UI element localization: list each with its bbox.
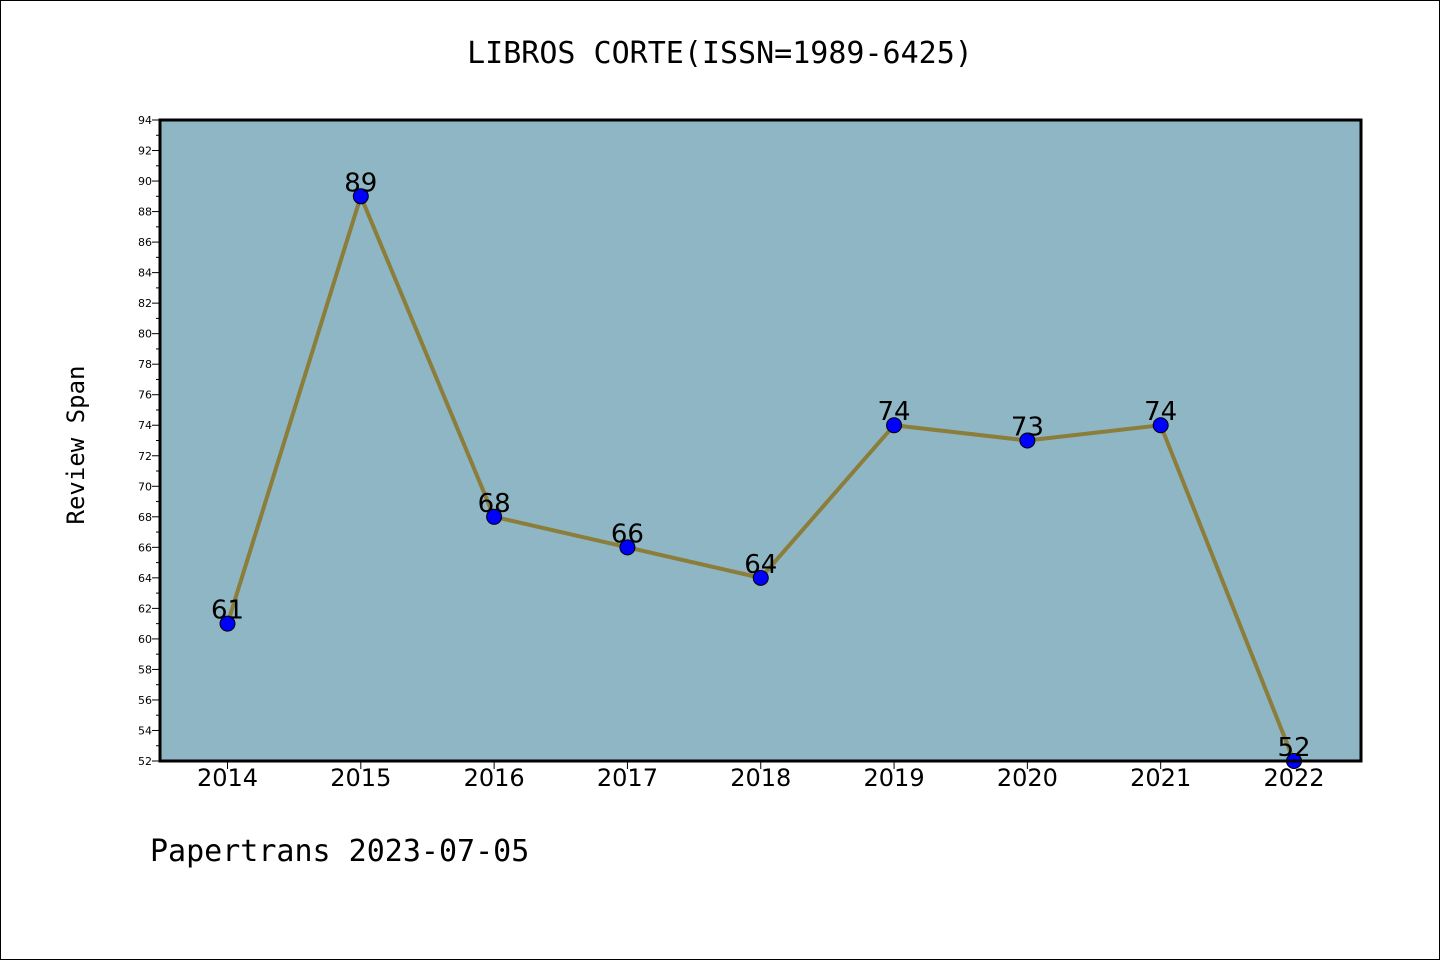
y-tick-label: 78 <box>138 358 152 371</box>
data-point <box>352 188 369 205</box>
x-tick-label: 2019 <box>864 764 925 792</box>
data-label: 66 <box>611 519 644 549</box>
y-tick-label: 74 <box>138 419 152 432</box>
y-tick-label: 94 <box>138 114 152 127</box>
y-tick-label: 72 <box>138 450 152 463</box>
y-tick-label: 54 <box>138 724 152 737</box>
plot-border <box>158 118 1363 763</box>
y-tick-label: 92 <box>138 145 152 158</box>
footer-text: Papertrans 2023-07-05 <box>150 834 530 869</box>
y-tick-label: 58 <box>138 663 152 676</box>
data-point <box>486 508 503 525</box>
data-label: 68 <box>478 489 511 519</box>
data-label: 74 <box>1144 397 1177 427</box>
chart-title: LIBROS CORTE(ISSN=1989-6425) <box>467 36 973 71</box>
y-tick-label: 86 <box>138 236 152 249</box>
data-label: 73 <box>1011 413 1044 443</box>
data-point <box>219 615 236 632</box>
x-tick-label: 2021 <box>1130 764 1191 792</box>
y-tick-label: 60 <box>138 633 152 646</box>
data-point <box>886 417 903 434</box>
y-tick-label: 84 <box>138 267 152 280</box>
y-tick-label: 68 <box>138 511 152 524</box>
x-axis: 2014 2015 2016 2017 2018 2019 2020 2021 2022 <box>197 761 1325 792</box>
y-tick-label: 52 <box>138 755 152 768</box>
plot-area <box>160 120 1361 761</box>
series-layer: 61 89 68 66 64 74 73 74 52 <box>211 168 1311 769</box>
y-tick-label: 64 <box>138 572 152 585</box>
y-tick-label: 56 <box>138 694 152 707</box>
y-tick-label: 82 <box>138 297 152 310</box>
y-tick-label: 88 <box>138 206 152 219</box>
y-tick-label: 62 <box>138 602 152 615</box>
data-point <box>752 569 769 586</box>
data-point <box>1019 432 1036 449</box>
x-tick-label: 2018 <box>730 764 791 792</box>
x-tick-label: 2015 <box>330 764 391 792</box>
data-label: 52 <box>1277 733 1310 763</box>
y-tick-label: 80 <box>138 328 152 341</box>
x-tick-label: 2014 <box>197 764 258 792</box>
data-label: 89 <box>344 168 377 198</box>
data-point <box>1152 417 1169 434</box>
y-tick-label: 70 <box>138 480 152 493</box>
x-tick-label: 2017 <box>597 764 658 792</box>
y-tick-label: 66 <box>138 541 152 554</box>
y-axis: 52 54 56 58 60 62 64 66 68 70 72 74 76 78 80 82 84 86 88 90… <box>138 114 160 768</box>
y-tick-label: 76 <box>138 389 152 402</box>
data-label: 64 <box>744 550 777 580</box>
x-tick-label: 2016 <box>464 764 525 792</box>
data-point <box>619 539 636 556</box>
data-label: 74 <box>878 397 911 427</box>
y-tick-label: 90 <box>138 175 152 188</box>
data-label: 61 <box>211 596 244 626</box>
x-tick-label: 2020 <box>997 764 1058 792</box>
